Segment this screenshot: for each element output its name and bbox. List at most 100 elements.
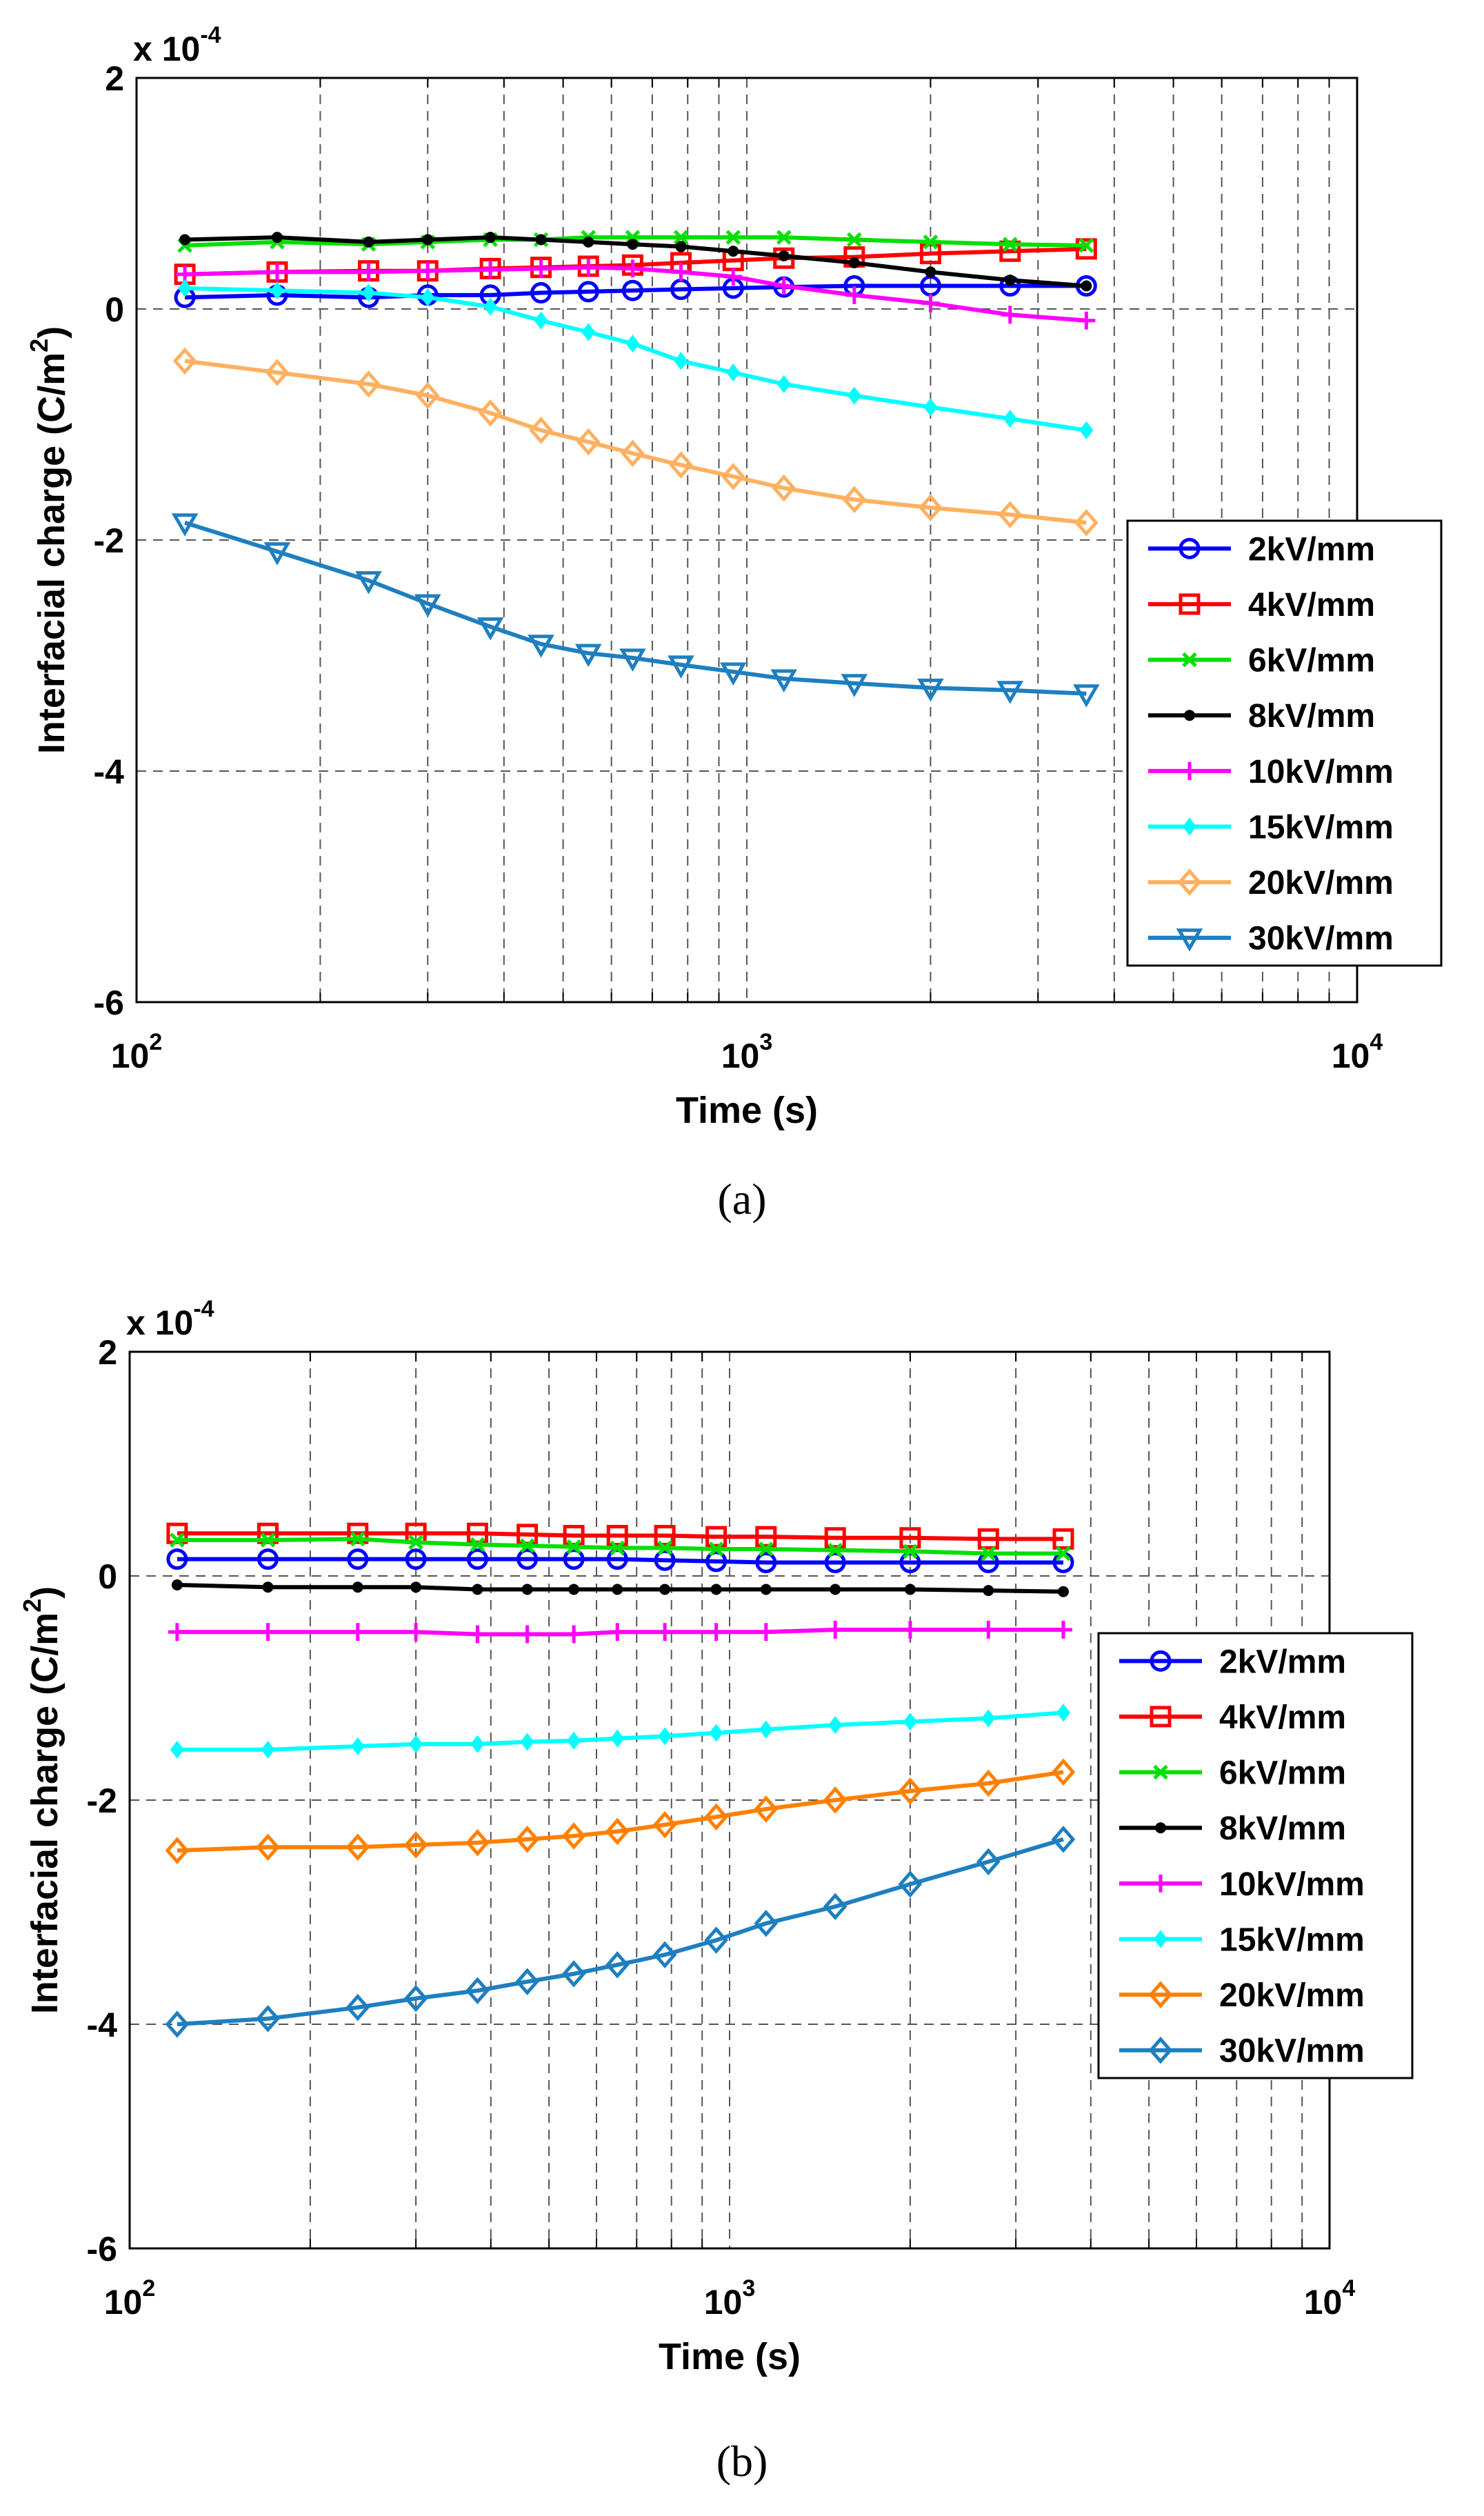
data-point: [563, 1548, 585, 1570]
data-point: [610, 1729, 625, 1748]
data-point: [414, 594, 441, 618]
data-point: [823, 1893, 848, 1921]
x-tick-label: 103: [721, 1029, 773, 1075]
legend-label: 10kV/mm: [1248, 754, 1394, 790]
data-point: [605, 1951, 630, 1979]
data-point: [470, 1537, 485, 1552]
data-point: [919, 494, 943, 521]
legend-label: 2kV/mm: [1219, 1644, 1346, 1680]
legend-marker: [1181, 761, 1199, 780]
data-point: [257, 1548, 279, 1570]
data-point: [898, 1777, 923, 1805]
legend: 2kV/mm 4kV/mm 6kV/mm 8kV/mm 10kV/mm 15kV/mm 20…: [1097, 1632, 1414, 2079]
data-point: [770, 669, 798, 693]
data-point: [1079, 238, 1094, 253]
data-point: [728, 246, 739, 257]
data-point: [606, 1525, 628, 1546]
data-point: [725, 230, 741, 245]
data-point: [612, 1584, 623, 1595]
legend-marker: [1179, 537, 1201, 559]
data-point: [654, 1549, 676, 1571]
data-point: [1002, 237, 1018, 252]
data-point: [652, 1941, 677, 1969]
data-point: [483, 297, 498, 316]
data-point: [981, 1709, 996, 1728]
data-point: [529, 417, 553, 444]
series-line: [177, 1531, 1063, 1541]
data-point: [345, 1833, 370, 1861]
y-tick-label: -4: [94, 752, 125, 791]
y-axis-label: Interfacial charge (C/m2): [18, 1586, 66, 2014]
legend-label: 20kV/mm: [1219, 1977, 1365, 2014]
data-point: [363, 236, 374, 248]
y-tick-label: -4: [87, 2006, 118, 2044]
data-point: [359, 263, 378, 281]
data-point: [755, 1526, 777, 1548]
data-point: [847, 386, 861, 405]
legend-label: 4kV/mm: [1219, 1699, 1346, 1736]
series-line: [177, 1770, 1064, 1853]
data-point: [1051, 1758, 1076, 1786]
data-point: [704, 1926, 728, 1954]
data-point: [657, 1540, 672, 1556]
data-point: [759, 1720, 773, 1739]
data-point: [256, 2005, 280, 2033]
data-point: [535, 234, 547, 246]
legend-label: 15kV/mm: [1219, 1921, 1365, 1958]
data-point: [903, 1713, 917, 1731]
data-point: [561, 1822, 586, 1850]
data-point: [348, 1623, 367, 1641]
data-point: [515, 1826, 539, 1853]
data-point: [899, 1527, 921, 1549]
data-point: [265, 359, 290, 386]
data-point: [518, 1625, 537, 1644]
figure-caption: (b): [716, 2437, 768, 2486]
data-point: [350, 1737, 365, 1755]
data-point: [579, 258, 598, 277]
data-point: [481, 261, 500, 279]
data-point: [419, 261, 437, 280]
data-point: [917, 678, 944, 702]
data-point: [755, 1552, 777, 1573]
data-point: [652, 1810, 677, 1839]
data-point: [520, 1733, 534, 1751]
data-point: [532, 259, 550, 278]
x-tick-label: 102: [111, 1029, 163, 1075]
data-point: [1057, 1586, 1069, 1597]
data-point: [470, 1735, 485, 1753]
legend-label: 20kV/mm: [1248, 865, 1394, 901]
data-point: [478, 399, 503, 427]
data-point: [415, 381, 440, 410]
data-point: [668, 655, 694, 679]
data-point: [515, 1968, 539, 1996]
data-point: [759, 1541, 774, 1557]
data-point: [724, 268, 743, 286]
x-tick-label: 102: [104, 2275, 156, 2322]
data-point: [261, 1740, 275, 1759]
data-point: [576, 428, 601, 456]
data-point: [923, 234, 939, 250]
data-point: [673, 230, 689, 245]
data-point: [521, 1584, 533, 1595]
legend-label: 30kV/mm: [1219, 2033, 1365, 2070]
data-point: [981, 1546, 996, 1561]
data-point: [1056, 1704, 1070, 1722]
series-6kV/mm: [170, 1531, 1071, 1561]
legend-marker: [1153, 1764, 1168, 1780]
data-point: [517, 1548, 539, 1570]
data-point: [405, 1548, 427, 1570]
y-tick-label: -2: [94, 521, 124, 560]
data-point: [621, 279, 643, 301]
data-point: [165, 1837, 190, 1864]
legend-label: 6kV/mm: [1248, 643, 1375, 679]
data-point: [345, 1993, 370, 2021]
legend-marker: [1154, 1930, 1167, 1948]
data-point: [709, 1724, 723, 1742]
data-point: [259, 1623, 277, 1641]
legend-label: 15kV/mm: [1248, 809, 1394, 846]
data-point: [658, 1727, 672, 1746]
series-line: [184, 521, 1087, 696]
data-point: [1081, 280, 1092, 292]
chart-a: 102 103 104 2 0 -2 -4 -6 x 10-4 Time (s) Interfaci…: [25, 22, 1443, 1224]
legend-marker: [1184, 710, 1195, 721]
